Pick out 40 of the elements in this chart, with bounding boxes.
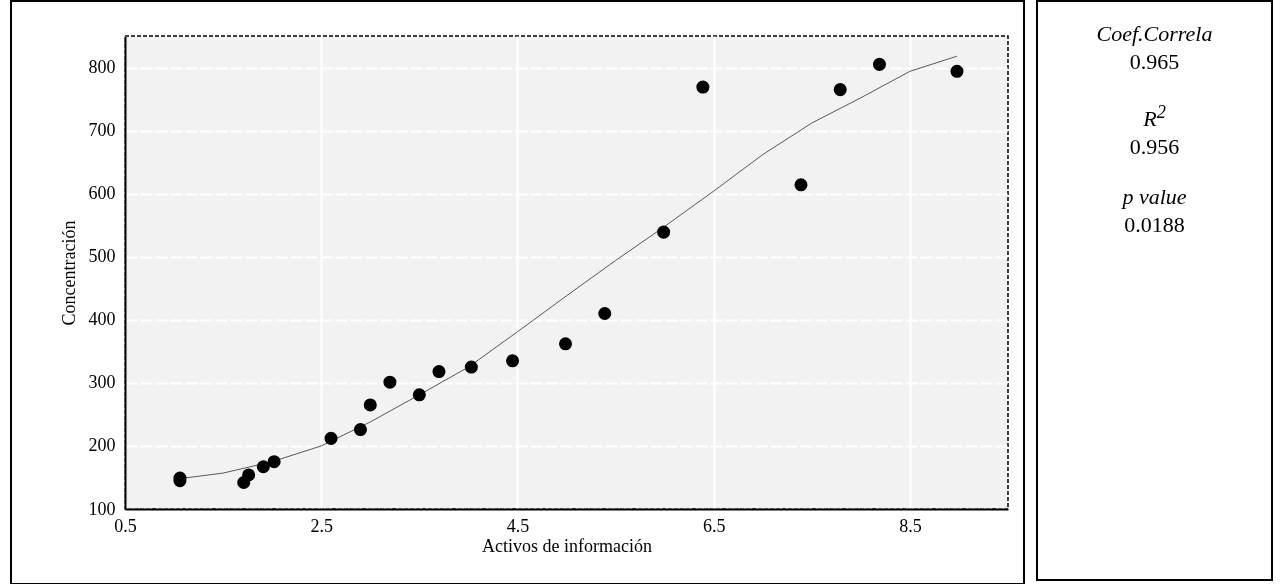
point: [432, 365, 446, 379]
point: [324, 431, 338, 445]
x-tick-label: 8.5: [899, 515, 922, 536]
point: [657, 225, 671, 239]
point: [267, 455, 281, 469]
point: [833, 83, 847, 97]
point: [559, 337, 573, 351]
point: [598, 306, 612, 320]
text: 0.965: [1128, 48, 1181, 76]
y-axis-title: Concentración: [58, 220, 79, 326]
point: [412, 388, 426, 402]
point: [353, 423, 367, 437]
y-tick-label: 700: [88, 120, 116, 141]
x-axis-title: Activos de información: [482, 535, 652, 556]
x-tick-label: 4.5: [506, 515, 530, 536]
point: [383, 375, 397, 389]
y-tick-label: 300: [88, 372, 116, 393]
text: R$^{2}$: [1142, 101, 1167, 134]
point: [363, 398, 377, 412]
point: [242, 468, 256, 482]
y-tick-label: 600: [88, 183, 116, 204]
point: [256, 460, 270, 474]
point: [794, 178, 808, 192]
y-tick-label: 200: [88, 435, 116, 456]
y-tick-label: 800: [88, 57, 116, 78]
text: Coef.Correla: [1095, 20, 1214, 48]
text: p value: [1120, 183, 1188, 212]
point: [464, 360, 478, 374]
point: [696, 80, 710, 94]
y-tick-label: 500: [88, 246, 116, 267]
y-tick-label: 100: [88, 498, 116, 519]
x-tick-label: 0.5: [114, 515, 137, 536]
point: [950, 64, 964, 78]
point: [506, 354, 520, 368]
text: 0.956: [1128, 133, 1181, 162]
point: [872, 57, 886, 71]
text: 0.0188: [1123, 211, 1186, 240]
x-tick-label: 6.5: [702, 515, 726, 536]
x-tick-label: 2.5: [310, 515, 333, 536]
y-tick-label: 400: [88, 309, 116, 330]
